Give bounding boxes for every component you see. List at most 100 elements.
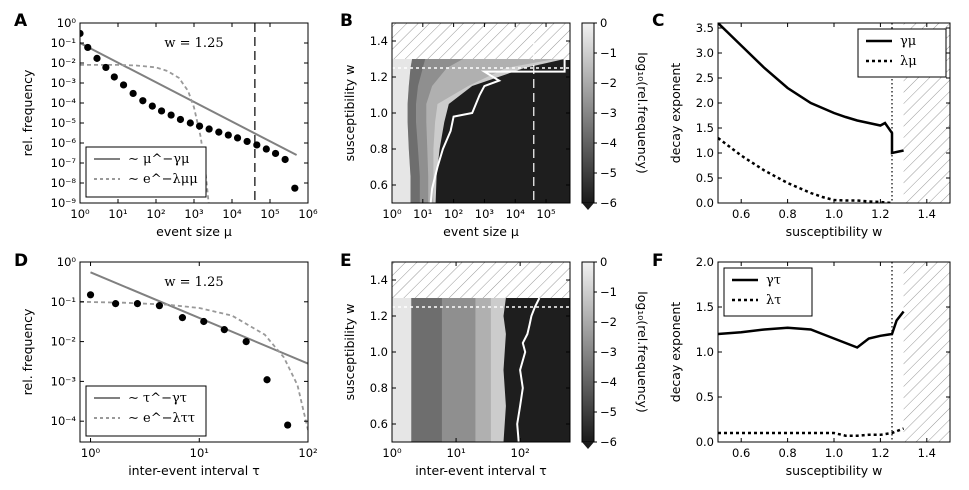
x-tick-label: 10⁴ — [222, 207, 242, 221]
data-point — [80, 29, 84, 38]
y-tick-label: 10⁻¹ — [51, 36, 76, 50]
legend-box — [857, 28, 947, 78]
x-tick-label: 1.0 — [825, 446, 843, 460]
white-boundary-line — [429, 58, 570, 203]
y-tick-label: 0.0 — [696, 196, 714, 210]
heat-band-0 — [392, 59, 413, 203]
plot-area — [80, 271, 308, 431]
y-tick-label: 10⁻⁹ — [51, 196, 77, 210]
annotation: w = 1.25 — [164, 36, 223, 51]
y-tick-label: 10⁻³ — [51, 76, 77, 90]
data-point — [93, 54, 101, 62]
y-tick-label: 1.0 — [370, 106, 388, 120]
panel-f: F 0.6 0.8 1.0 1.2 1.4 0.0 0.5 1.0 1.5 2.0 susceptib… — [652, 251, 951, 478]
colorbar-tick-label: −4 — [600, 136, 617, 150]
colorbar-extend — [582, 203, 594, 210]
colorbar-tick-label: −1 — [600, 46, 617, 60]
x-tick-label: 1.4 — [918, 446, 936, 460]
x-tick-label: 10¹ — [446, 446, 465, 460]
y-tick-label: 1.0 — [696, 345, 714, 359]
legend-label-1: ∼ μ^−γμ — [128, 152, 189, 167]
legend-label-1: γμ — [900, 34, 916, 49]
colorbar-tick-label: −6 — [600, 196, 617, 210]
data-point — [262, 145, 270, 153]
legend-label-2: ∼ e^−λττ — [128, 411, 195, 426]
x-tick-label: 0.6 — [732, 446, 750, 460]
y-tick-label: 10⁻⁸ — [51, 176, 77, 190]
y-axis-label: susceptibility w — [342, 65, 357, 162]
plot-area — [392, 23, 570, 203]
y-tick-label: 10⁰ — [57, 16, 77, 30]
x-tick-label: 0.6 — [732, 207, 750, 221]
data-point — [281, 155, 289, 164]
panel-e: E 10⁰ 10¹ 10² 0.6 0.8 1.0 1.2 1.4 inter-event int… — [340, 251, 650, 478]
data-point — [86, 291, 95, 299]
y-tick-label: 10⁻² — [51, 56, 76, 70]
colorbar-tick-label: 0 — [600, 255, 607, 269]
x-tick-label: 10³ — [184, 207, 204, 221]
panel-f-letter: F — [652, 251, 664, 271]
hatch-region — [903, 262, 950, 442]
panel-e-letter: E — [340, 251, 352, 271]
panel-a: A 10⁰ 10¹ 10² 10³ 10⁴ 10⁵ 10⁶ 10⁰ 10⁻¹ 10⁻² 10⁻³ 10⁻… — [14, 11, 318, 239]
hatch-region — [392, 23, 570, 59]
x-tick-label: 1.0 — [825, 207, 843, 221]
colorbar-tick-label: −2 — [600, 76, 617, 90]
colorbar-label: log₁₀(rel.frequency) — [635, 52, 650, 174]
data-point — [155, 302, 164, 310]
colorbar-tick-label: −6 — [600, 435, 617, 449]
y-tick-label: 0.5 — [696, 390, 714, 404]
data-point — [129, 89, 137, 98]
y-axis-label: susceptibility w — [342, 304, 357, 401]
data-point — [242, 337, 250, 346]
colorbar-extend — [582, 442, 594, 449]
series-line-2 — [718, 427, 905, 437]
x-tick-label: 10² — [146, 207, 165, 221]
x-axis-label: susceptibility w — [786, 463, 883, 478]
y-axis-label: decay exponent — [668, 63, 683, 164]
y-tick-label: 1.0 — [370, 345, 388, 359]
x-tick-label: 10¹ — [190, 446, 209, 460]
y-tick-label: 1.5 — [696, 300, 714, 314]
legend-label-2: λμ — [900, 54, 917, 69]
y-tick-label: 2.0 — [696, 96, 714, 110]
data-point — [111, 300, 120, 308]
annotation: w = 1.25 — [164, 275, 223, 290]
data-point — [291, 184, 299, 192]
data-point — [102, 63, 110, 72]
x-tick-label: 10² — [444, 207, 463, 221]
x-tick-label: 1.4 — [918, 207, 936, 221]
y-tick-label: 10⁻⁶ — [51, 136, 77, 150]
data-point — [205, 125, 213, 133]
x-tick-label: 10¹ — [108, 207, 127, 221]
panel-d-letter: D — [14, 251, 28, 271]
y-tick-label: 1.0 — [696, 146, 714, 160]
panel-c-letter: C — [652, 11, 664, 31]
y-tick-label: 0.5 — [696, 171, 714, 185]
x-tick-label: 10⁰ — [70, 207, 90, 221]
white-boundary-line — [516, 297, 541, 442]
y-tick-label: 10⁻⁴ — [51, 414, 77, 428]
x-tick-label: 10² — [511, 446, 530, 460]
data-point — [200, 317, 208, 326]
y-tick-label: 1.5 — [696, 121, 714, 135]
x-axis-label: event size μ — [443, 224, 519, 239]
data-point — [284, 421, 292, 429]
series-line-1 — [718, 310, 905, 349]
data-point — [224, 131, 232, 139]
legend-box — [85, 146, 207, 198]
y-tick-label: 0.6 — [370, 178, 388, 192]
data-point — [84, 43, 92, 52]
legend-label-1: γτ — [766, 273, 781, 288]
x-axis-label: inter-event interval τ — [415, 463, 547, 478]
data-point — [243, 137, 251, 146]
y-tick-label: 1.2 — [370, 70, 388, 84]
x-axis-label: inter-event interval τ — [128, 463, 260, 478]
y-tick-label: 10⁻³ — [51, 374, 77, 388]
y-tick-label: 0.8 — [370, 381, 388, 395]
colorbar — [581, 261, 595, 443]
colorbar-tick-label: −5 — [600, 405, 617, 419]
legend-label-2: ∼ e^−λμμ — [128, 172, 198, 187]
data-point — [195, 122, 204, 130]
